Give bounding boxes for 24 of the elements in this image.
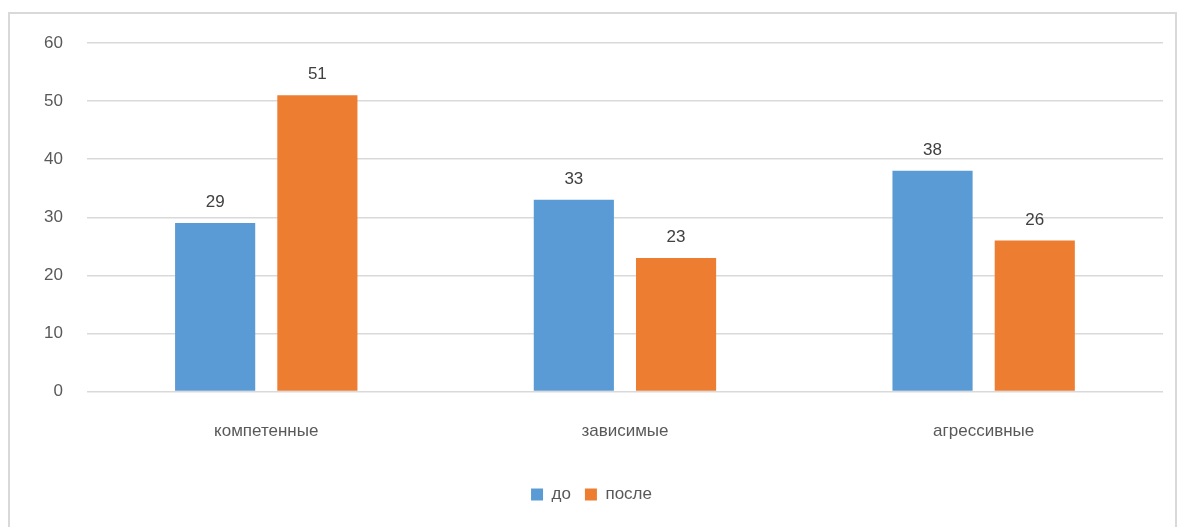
data-label: 51: [307, 64, 327, 84]
data-label: 29: [205, 192, 225, 212]
legend-label: после: [605, 484, 652, 504]
y-tick-label: 20: [43, 265, 63, 285]
data-label: 38: [923, 140, 942, 160]
y-tick-label: 50: [43, 90, 63, 110]
legend-label: до: [551, 484, 571, 504]
bar: [277, 95, 358, 391]
y-tick-label: 60: [43, 32, 63, 52]
y-tick-label: 0: [53, 381, 63, 401]
y-tick-label: 30: [43, 206, 63, 226]
data-label: 33: [564, 169, 584, 189]
y-tick-label: 10: [43, 323, 63, 343]
x-tick-label: компетенные: [214, 421, 319, 441]
x-tick-label: агрессивные: [933, 421, 1035, 441]
bar: [533, 199, 614, 391]
x-tick-label: зависимые: [581, 421, 669, 441]
data-label: 23: [666, 227, 686, 247]
bar: [175, 223, 256, 391]
bar: [636, 257, 717, 391]
bar: [994, 240, 1075, 391]
y-tick-label: 40: [43, 148, 63, 168]
bar: [892, 170, 973, 391]
data-label: 26: [1025, 209, 1045, 229]
